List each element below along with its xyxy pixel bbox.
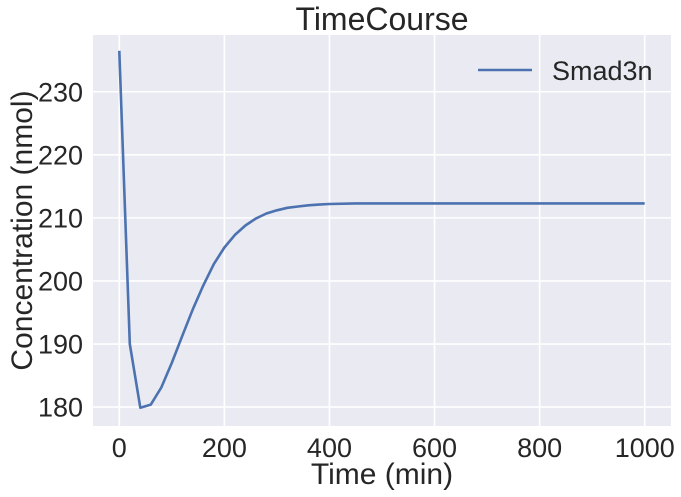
x-tick-label: 0 <box>112 433 127 463</box>
y-tick-label: 180 <box>38 393 83 423</box>
y-axis-label: Concentration (nmol) <box>6 90 39 370</box>
x-axis-ticks: 0 200 400 600 800 1000 <box>112 433 675 463</box>
x-tick-label: 1000 <box>615 433 675 463</box>
series-line-smad3n <box>118 50 645 409</box>
chart-title: TimeCourse <box>295 1 468 37</box>
x-axis-label: Time (min) <box>311 458 453 491</box>
series-group <box>118 50 645 409</box>
legend-label-smad3n: Smad3n <box>552 56 653 86</box>
x-tick-label: 600 <box>412 433 457 463</box>
x-tick-label: 800 <box>517 433 562 463</box>
y-tick-label: 200 <box>38 266 83 296</box>
y-tick-label: 190 <box>38 330 83 360</box>
y-tick-label: 220 <box>38 140 83 170</box>
y-tick-label: 230 <box>38 77 83 107</box>
plot-area <box>93 35 671 426</box>
legend: Smad3n <box>478 56 653 86</box>
y-tick-label: 210 <box>38 203 83 233</box>
x-tick-label: 400 <box>307 433 352 463</box>
grid-lines <box>93 35 671 426</box>
y-axis-ticks: 180 190 200 210 220 230 <box>38 77 83 422</box>
x-tick-label: 200 <box>202 433 247 463</box>
